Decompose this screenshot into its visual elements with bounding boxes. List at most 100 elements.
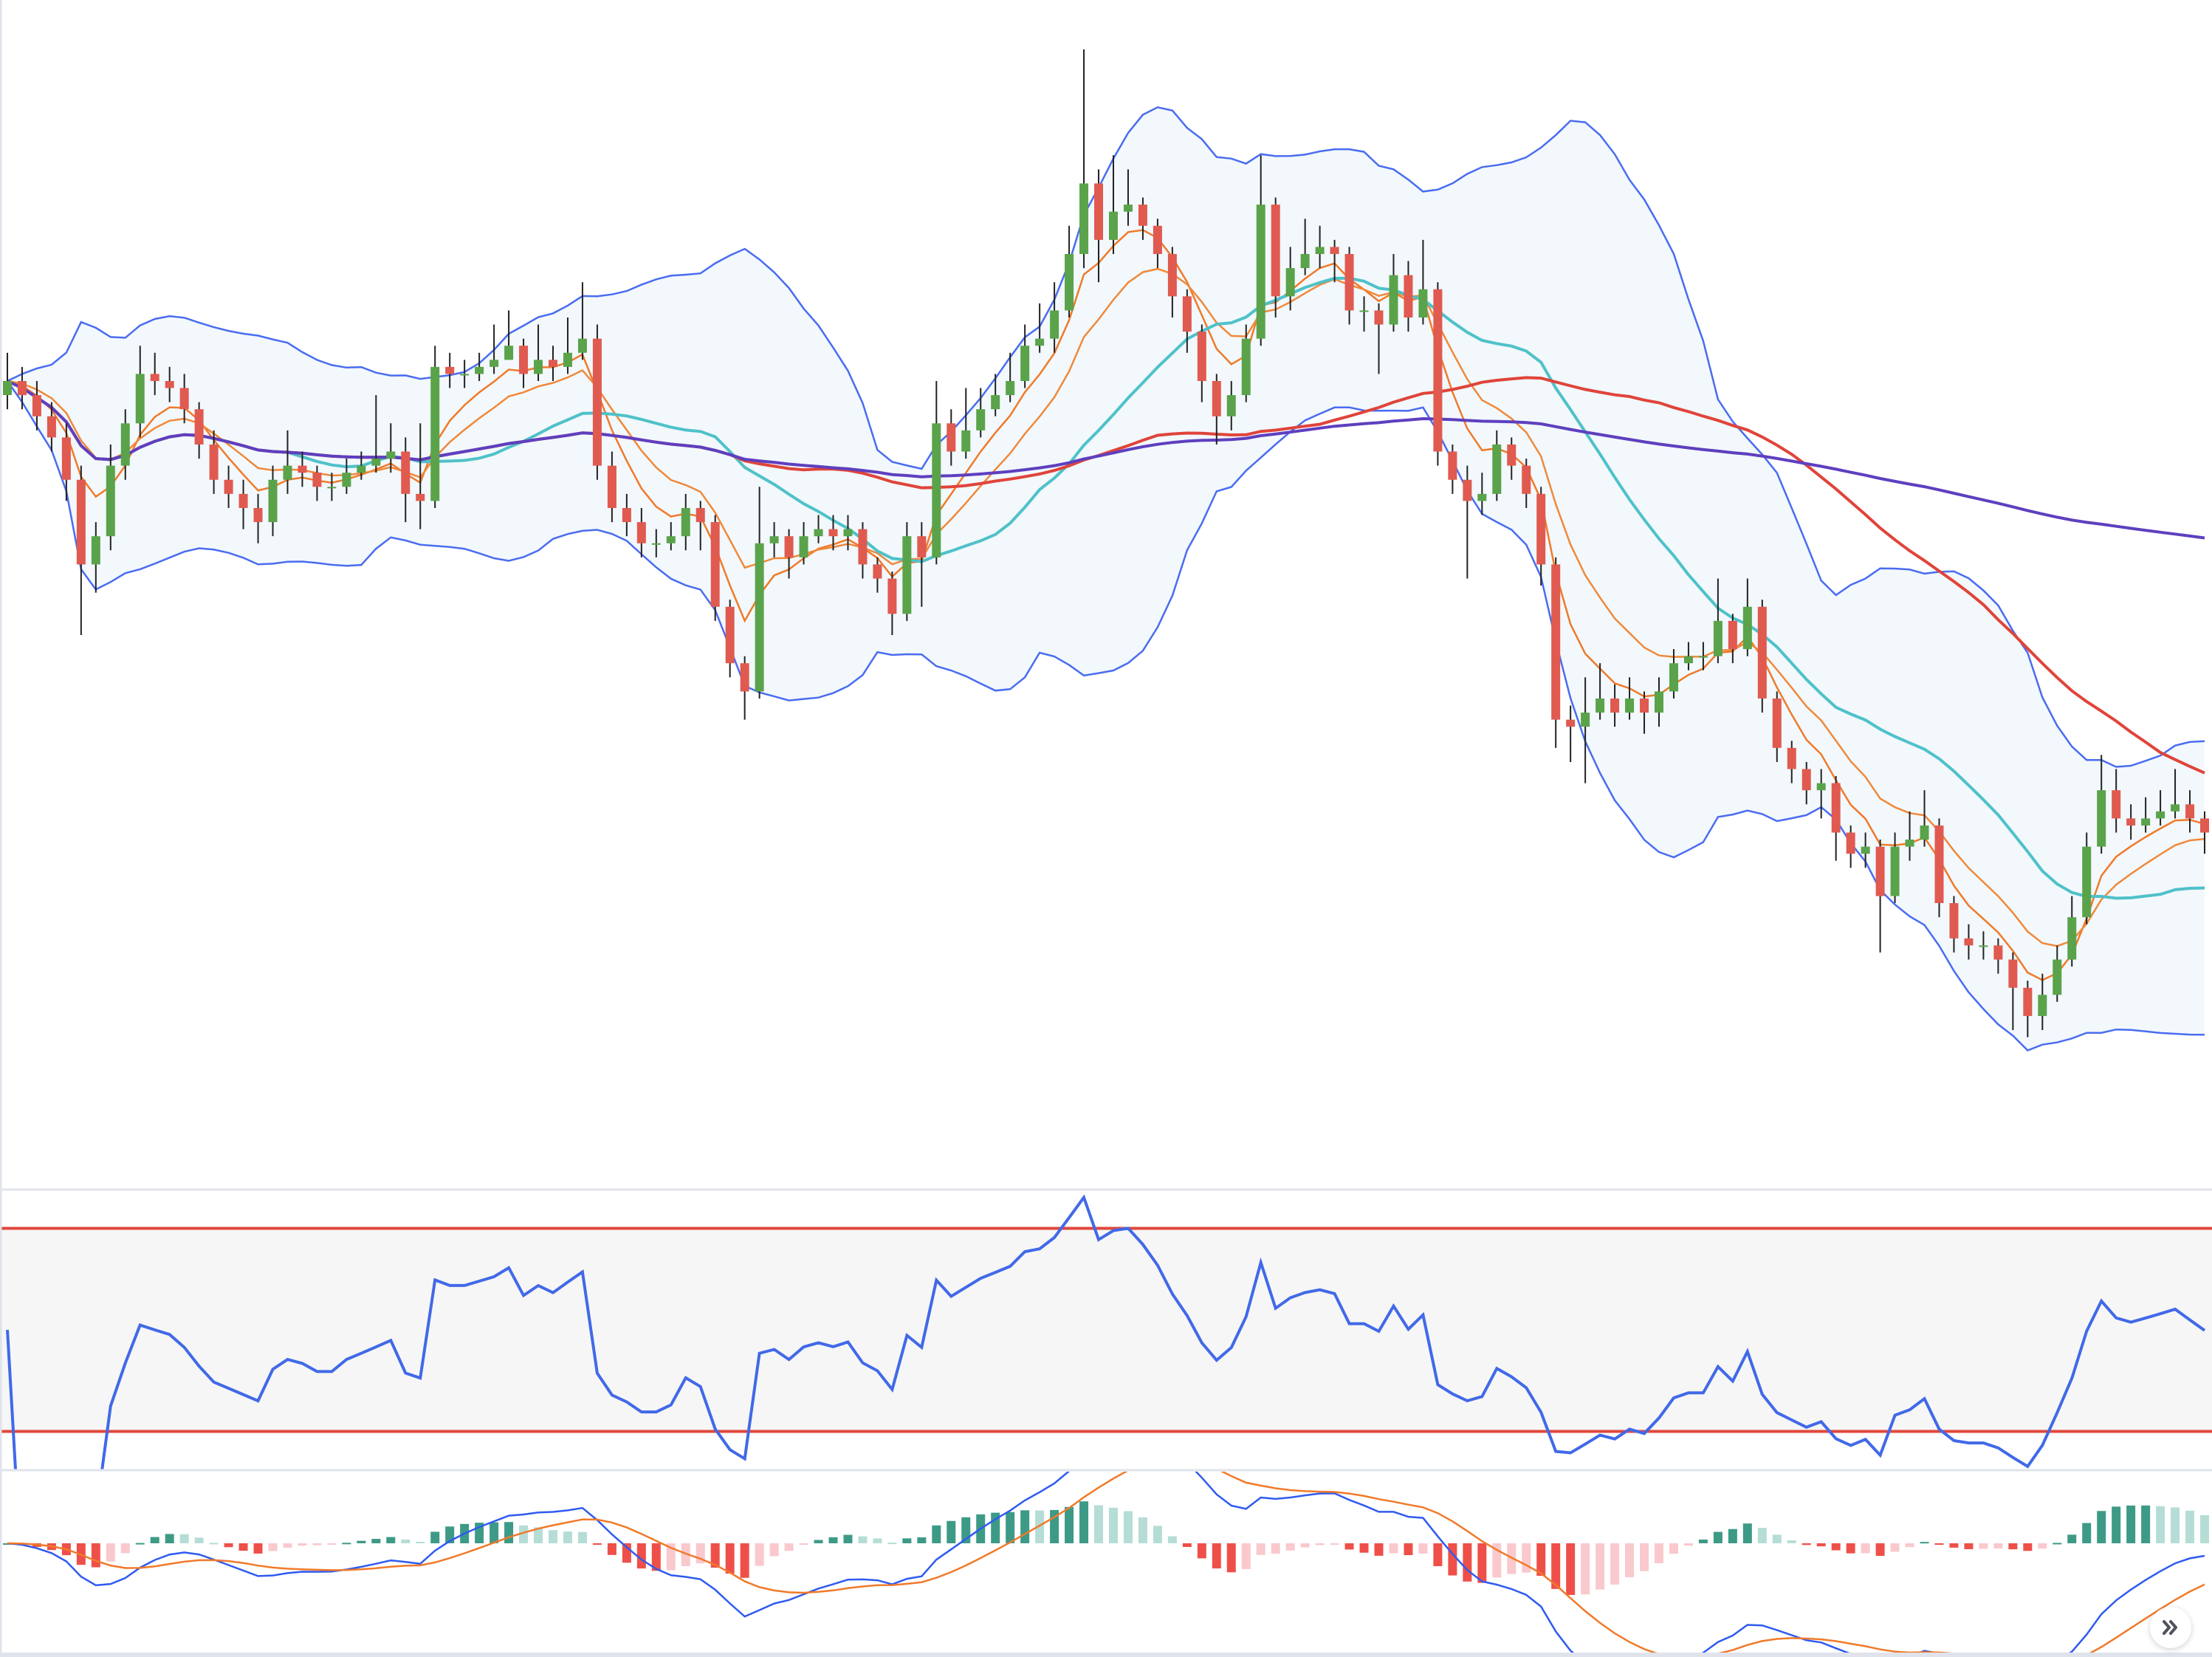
candle-body — [1875, 846, 1885, 896]
candle-body — [828, 529, 838, 537]
macd-histogram-bar — [120, 1543, 130, 1554]
rsi-pane[interactable] — [0, 1194, 2212, 1584]
candle — [755, 487, 764, 699]
macd-histogram-bar — [1418, 1543, 1428, 1554]
candle — [1065, 225, 1074, 318]
candle-body — [1389, 275, 1398, 325]
candle-body — [1669, 663, 1678, 692]
macd-histogram-bar — [1698, 1539, 1708, 1543]
candle — [636, 507, 646, 558]
macd-histogram-bar — [1875, 1543, 1885, 1557]
macd-histogram-bar — [549, 1530, 557, 1543]
macd-histogram-bar — [1153, 1526, 1162, 1543]
candle-body — [636, 522, 646, 543]
candle — [947, 409, 956, 466]
candle-body — [1640, 698, 1649, 713]
candle-body — [1035, 338, 1045, 346]
candle — [725, 600, 735, 678]
candle-body — [1006, 380, 1015, 396]
macd-histogram-bar — [165, 1534, 174, 1543]
candle — [120, 409, 130, 480]
candle-body — [1816, 783, 1826, 791]
candle-body — [120, 423, 130, 466]
macd-histogram-bar — [1344, 1543, 1354, 1550]
macd-histogram-bar — [1905, 1543, 1914, 1548]
candle — [32, 380, 41, 430]
candle-body — [1182, 296, 1192, 332]
candle — [1905, 811, 1914, 861]
candle — [740, 656, 749, 720]
candle-body — [475, 366, 484, 374]
candle — [1566, 705, 1576, 762]
candle-body — [386, 451, 396, 459]
candle — [76, 465, 86, 635]
candle — [2023, 981, 2033, 1037]
candle-body — [563, 352, 572, 367]
macd-histogram-bar — [947, 1520, 956, 1543]
candle — [1492, 430, 1502, 501]
candle-body — [991, 395, 1000, 410]
candle-body — [283, 465, 292, 480]
candle-body — [194, 409, 204, 445]
macd-histogram-bar — [1182, 1543, 1192, 1547]
candle-body — [1581, 713, 1590, 727]
candle-body — [1522, 465, 1531, 494]
scroll-to-latest-button[interactable] — [2150, 1607, 2191, 1648]
candle-body — [799, 536, 808, 558]
candle — [1683, 642, 1693, 670]
candle-body — [1861, 846, 1870, 854]
candle-body — [1964, 938, 1974, 946]
candle-body — [1507, 444, 1517, 466]
candle-body — [2156, 811, 2165, 819]
macd-histogram-bar — [1566, 1543, 1576, 1595]
candle-body — [2053, 959, 2062, 995]
candle-body — [91, 536, 100, 565]
candle — [1212, 374, 1221, 445]
candle — [549, 346, 557, 381]
candle — [2126, 804, 2136, 840]
macd-histogram-bar — [1241, 1543, 1251, 1569]
macd-histogram-bar — [636, 1543, 646, 1569]
candle — [1920, 790, 1929, 847]
candle — [416, 423, 425, 529]
macd-histogram-bar — [843, 1534, 853, 1543]
candle-body — [298, 465, 307, 473]
candle-body — [224, 479, 233, 494]
candle-body — [253, 507, 263, 523]
candle-body — [1256, 205, 1265, 339]
macd-histogram-bar — [607, 1543, 616, 1555]
candle-body — [887, 578, 897, 614]
macd-histogram-bar — [666, 1543, 676, 1571]
candle — [2082, 832, 2092, 924]
macd-histogram-bar — [1315, 1543, 1325, 1545]
candle-body — [1713, 620, 1722, 656]
macd-histogram-bar — [2171, 1507, 2180, 1543]
candle-body — [1890, 846, 1900, 896]
macd-histogram-bar — [2097, 1511, 2106, 1543]
macd-line — [7, 1472, 2205, 1653]
candle-body — [902, 536, 912, 614]
macd-histogram-bar — [312, 1543, 322, 1545]
candle-body — [1477, 493, 1487, 501]
candle — [1669, 649, 1678, 699]
candle — [1079, 49, 1089, 269]
macd-pane[interactable] — [2, 1438, 2210, 1657]
candle-body — [1344, 253, 1354, 311]
candle-body — [2185, 804, 2195, 819]
candle-body — [1020, 346, 1030, 381]
candle-body — [1065, 253, 1074, 311]
macd-histogram-bar — [1610, 1543, 1620, 1585]
candle — [1596, 663, 1605, 720]
candle-body — [1934, 825, 1944, 904]
macd-histogram-bar — [357, 1540, 366, 1543]
candle-body — [1757, 606, 1767, 699]
macd-histogram-bar — [1683, 1543, 1693, 1546]
macd-histogram-bar — [1757, 1528, 1767, 1543]
price-pane[interactable] — [2, 49, 2210, 1052]
candle-body — [401, 451, 411, 494]
rsi-line — [6, 1194, 2206, 1469]
candle — [1610, 684, 1620, 727]
candle-body — [666, 536, 676, 543]
candle-body — [1566, 719, 1576, 727]
